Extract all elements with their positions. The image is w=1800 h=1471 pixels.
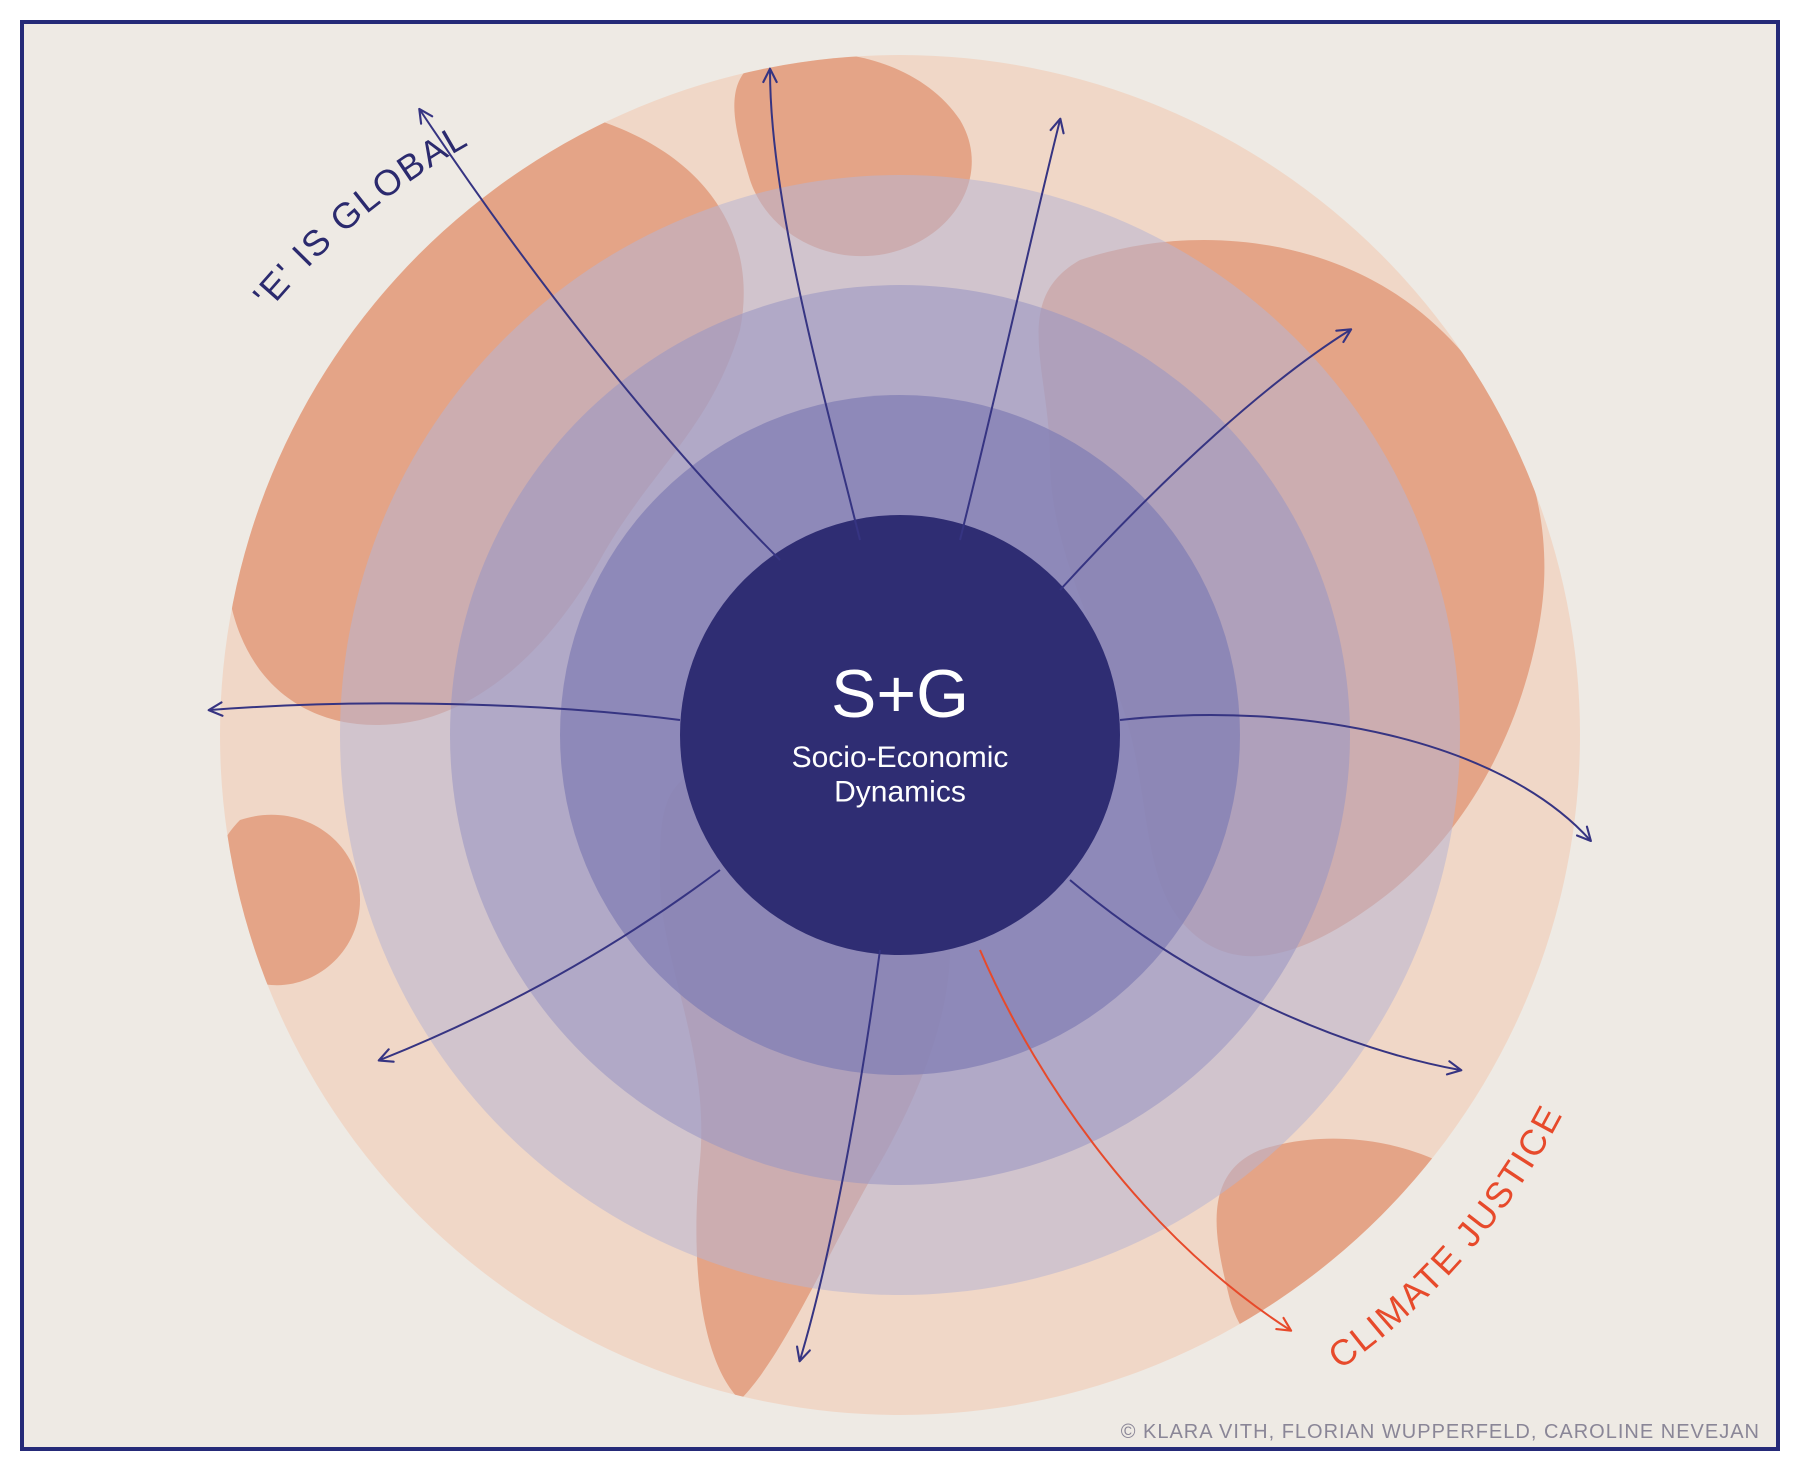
concentric-rings: [340, 175, 1460, 1295]
diagram-frame: S+GSocio-EconomicDynamics'E' IS GLOBALCL…: [0, 0, 1800, 1471]
ring-3: [680, 515, 1120, 955]
credit-line: © KLARA VITH, FLORIAN WUPPERFELD, CAROLI…: [1121, 1421, 1760, 1443]
diagram-svg: S+GSocio-EconomicDynamics'E' IS GLOBALCL…: [0, 0, 1800, 1471]
center-title: S+G: [831, 656, 969, 732]
center-subtitle-2: Dynamics: [834, 776, 966, 809]
center-subtitle-1: Socio-Economic: [792, 741, 1009, 774]
